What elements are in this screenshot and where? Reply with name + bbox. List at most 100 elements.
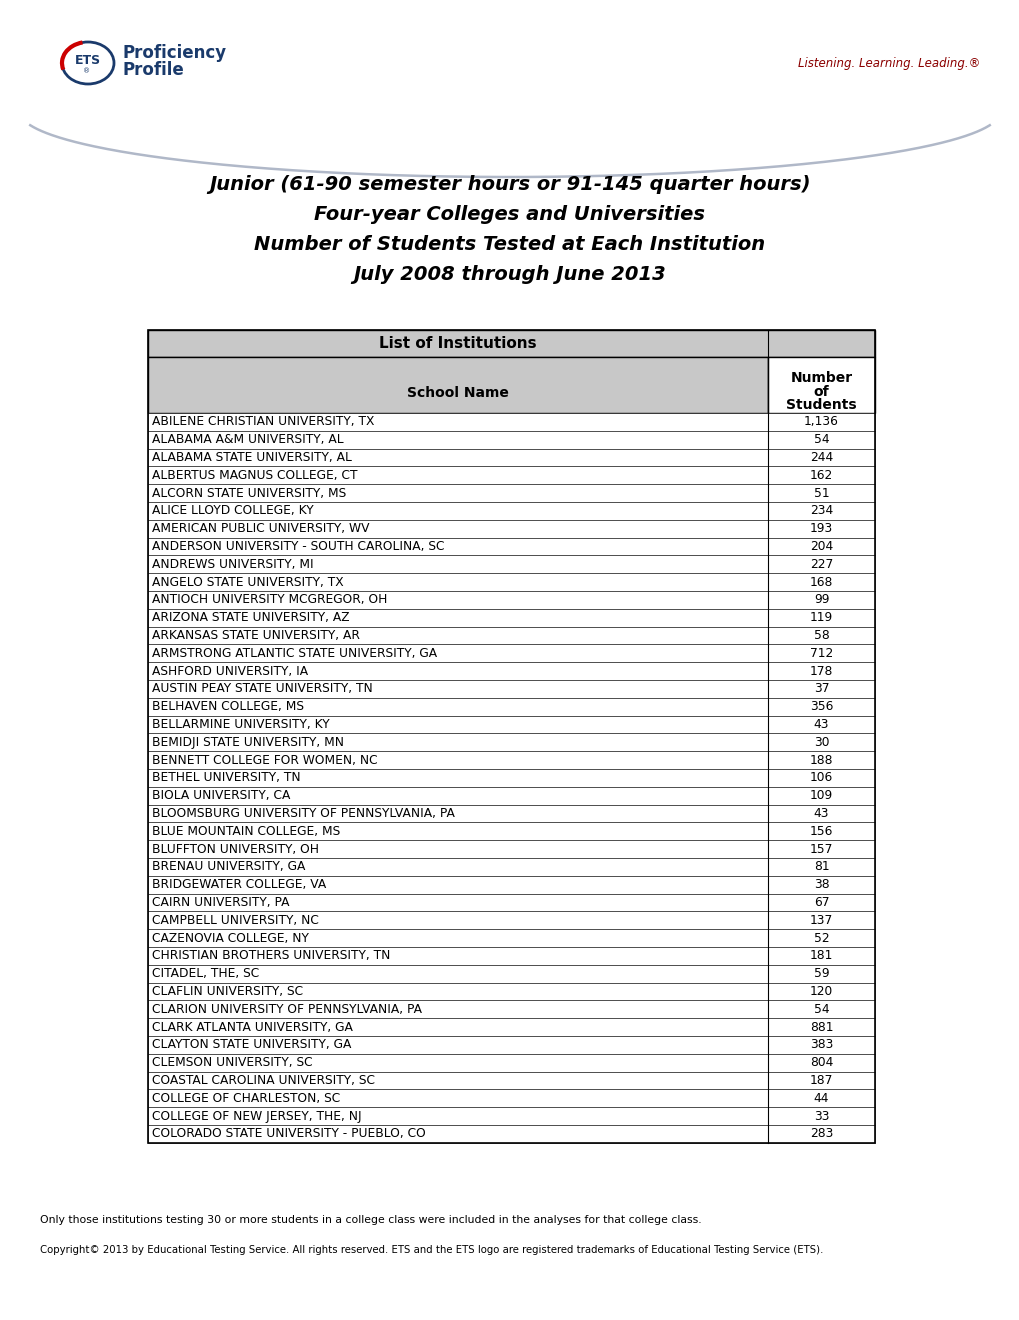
Text: 168: 168 xyxy=(809,576,833,589)
Bar xyxy=(148,466,767,484)
Text: 383: 383 xyxy=(809,1039,833,1052)
Text: COASTAL CAROLINA UNIVERSITY, SC: COASTAL CAROLINA UNIVERSITY, SC xyxy=(152,1074,375,1086)
Text: BIOLA UNIVERSITY, CA: BIOLA UNIVERSITY, CA xyxy=(152,789,290,803)
Text: 43: 43 xyxy=(813,718,828,731)
Text: Junior (61-90 semester hours or 91-145 quarter hours): Junior (61-90 semester hours or 91-145 q… xyxy=(209,176,810,194)
Text: ASHFORD UNIVERSITY, IA: ASHFORD UNIVERSITY, IA xyxy=(152,664,308,677)
Text: 178: 178 xyxy=(809,664,833,677)
Bar xyxy=(767,591,874,609)
Bar xyxy=(767,751,874,770)
Text: 67: 67 xyxy=(813,896,828,909)
Bar xyxy=(767,841,874,858)
Text: 881: 881 xyxy=(809,1020,833,1034)
Text: 43: 43 xyxy=(813,807,828,820)
Bar xyxy=(148,698,767,715)
Bar xyxy=(148,822,767,841)
Text: ALCORN STATE UNIVERSITY, MS: ALCORN STATE UNIVERSITY, MS xyxy=(152,487,345,499)
Bar xyxy=(767,982,874,1001)
Text: 234: 234 xyxy=(809,504,833,517)
Text: BLUE MOUNTAIN COLLEGE, MS: BLUE MOUNTAIN COLLEGE, MS xyxy=(152,825,340,838)
Text: BLOOMSBURG UNIVERSITY OF PENNSYLVANIA, PA: BLOOMSBURG UNIVERSITY OF PENNSYLVANIA, P… xyxy=(152,807,454,820)
Bar xyxy=(148,537,767,556)
Bar xyxy=(148,770,767,787)
Text: 33: 33 xyxy=(813,1110,828,1122)
Text: ETS: ETS xyxy=(74,54,101,67)
Bar xyxy=(148,1053,767,1072)
Bar xyxy=(148,894,767,911)
Text: CLAYTON STATE UNIVERSITY, GA: CLAYTON STATE UNIVERSITY, GA xyxy=(152,1039,351,1052)
Text: of: of xyxy=(813,384,828,399)
Bar xyxy=(767,466,874,484)
Bar xyxy=(767,1036,874,1053)
Text: 181: 181 xyxy=(809,949,833,962)
Text: 109: 109 xyxy=(809,789,833,803)
Bar xyxy=(148,1018,767,1036)
Text: 119: 119 xyxy=(809,611,833,624)
Bar xyxy=(767,356,874,413)
Text: 81: 81 xyxy=(813,861,828,874)
Bar xyxy=(767,663,874,680)
Bar xyxy=(148,609,767,627)
Text: BRIDGEWATER COLLEGE, VA: BRIDGEWATER COLLEGE, VA xyxy=(152,878,326,891)
Bar xyxy=(767,875,874,894)
Bar xyxy=(148,573,767,591)
Bar xyxy=(148,982,767,1001)
Text: 1,136: 1,136 xyxy=(803,416,839,429)
Bar xyxy=(148,965,767,982)
Bar xyxy=(767,1125,874,1143)
Text: Four-year Colleges and Universities: Four-year Colleges and Universities xyxy=(314,205,705,224)
Text: 157: 157 xyxy=(809,842,833,855)
Bar xyxy=(767,680,874,698)
Text: 193: 193 xyxy=(809,523,833,535)
Text: 120: 120 xyxy=(809,985,833,998)
Bar xyxy=(767,858,874,875)
Text: School Name: School Name xyxy=(407,387,508,400)
Text: Listening. Learning. Leading.®: Listening. Learning. Leading.® xyxy=(797,57,979,70)
Bar xyxy=(148,330,874,1143)
Bar xyxy=(148,929,767,946)
Bar xyxy=(767,734,874,751)
Bar xyxy=(767,537,874,556)
Bar xyxy=(767,770,874,787)
Bar xyxy=(767,1072,874,1089)
Bar xyxy=(767,644,874,663)
Bar xyxy=(148,449,767,466)
Text: Number: Number xyxy=(790,371,852,385)
Text: ARMSTRONG ATLANTIC STATE UNIVERSITY, GA: ARMSTRONG ATLANTIC STATE UNIVERSITY, GA xyxy=(152,647,437,660)
Bar xyxy=(767,822,874,841)
Bar xyxy=(767,502,874,520)
Text: 204: 204 xyxy=(809,540,833,553)
Bar xyxy=(148,663,767,680)
Text: BLUFFTON UNIVERSITY, OH: BLUFFTON UNIVERSITY, OH xyxy=(152,842,319,855)
Text: BETHEL UNIVERSITY, TN: BETHEL UNIVERSITY, TN xyxy=(152,771,301,784)
Text: 156: 156 xyxy=(809,825,833,838)
Text: 187: 187 xyxy=(809,1074,833,1086)
Text: 283: 283 xyxy=(809,1127,833,1140)
Bar xyxy=(767,556,874,573)
Bar xyxy=(148,680,767,698)
Text: 244: 244 xyxy=(809,451,833,465)
Bar xyxy=(767,609,874,627)
Text: BEMIDJI STATE UNIVERSITY, MN: BEMIDJI STATE UNIVERSITY, MN xyxy=(152,735,343,748)
Text: Only those institutions testing 30 or more students in a college class were incl: Only those institutions testing 30 or mo… xyxy=(40,1214,701,1225)
Bar xyxy=(148,787,767,805)
Text: 162: 162 xyxy=(809,469,833,482)
Bar xyxy=(767,965,874,982)
Bar xyxy=(148,1125,767,1143)
Text: ANGELO STATE UNIVERSITY, TX: ANGELO STATE UNIVERSITY, TX xyxy=(152,576,343,589)
Text: 51: 51 xyxy=(813,487,828,499)
Text: Students: Students xyxy=(786,397,856,412)
Bar xyxy=(148,734,767,751)
Bar xyxy=(148,1107,767,1125)
Bar xyxy=(767,715,874,734)
Text: 188: 188 xyxy=(809,754,833,767)
Bar xyxy=(148,556,767,573)
Bar xyxy=(148,858,767,875)
Text: 44: 44 xyxy=(813,1092,828,1105)
Text: Number of Students Tested at Each Institution: Number of Students Tested at Each Instit… xyxy=(254,235,765,253)
Bar xyxy=(148,875,767,894)
Bar xyxy=(767,787,874,805)
Text: BENNETT COLLEGE FOR WOMEN, NC: BENNETT COLLEGE FOR WOMEN, NC xyxy=(152,754,377,767)
Bar xyxy=(148,627,767,644)
Text: 137: 137 xyxy=(809,913,833,927)
